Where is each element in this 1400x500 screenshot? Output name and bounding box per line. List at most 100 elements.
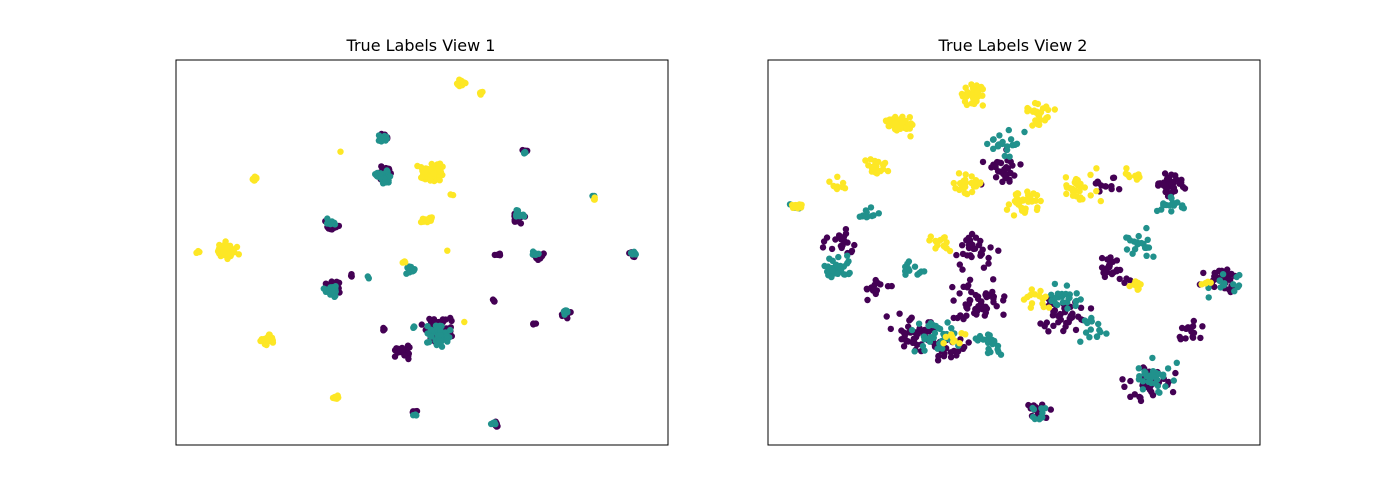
scatter-point-class-1 xyxy=(386,173,394,180)
scatter-point-class-1 xyxy=(986,332,993,339)
scatter-point-class-1 xyxy=(447,326,454,334)
scatter-point-class-0 xyxy=(1149,392,1157,399)
scatter-point-class-0 xyxy=(966,276,974,283)
scatter-point-class-0 xyxy=(496,252,504,259)
scatter-point-class-1 xyxy=(1131,246,1139,253)
scatter-point-class-0 xyxy=(840,233,848,241)
scatter-point-class-1 xyxy=(1021,128,1028,136)
scatter-point-class-1 xyxy=(1173,359,1181,366)
scatter-point-class-1 xyxy=(1048,291,1055,298)
scatter-point-class-2 xyxy=(444,247,451,254)
scatter-point-class-2 xyxy=(885,122,892,130)
scatter-point-class-1 xyxy=(916,269,923,277)
scatter-point-class-2 xyxy=(884,167,892,175)
scatter-point-class-2 xyxy=(838,183,846,191)
scatter-point-class-2 xyxy=(927,233,934,240)
scatter-point-class-0 xyxy=(1110,174,1118,181)
scatter-point-class-1 xyxy=(1135,232,1142,240)
scatter-point-class-2 xyxy=(979,86,986,93)
scatter-point-class-1 xyxy=(410,267,417,274)
scatter-point-class-2 xyxy=(1024,188,1031,195)
scatter-point-class-2 xyxy=(195,247,202,255)
scatter-point-class-1 xyxy=(1073,297,1080,305)
scatter-point-class-2 xyxy=(1035,111,1042,119)
scatter-point-class-2 xyxy=(436,177,443,184)
scatter-point-class-2 xyxy=(1024,108,1031,115)
scatter-point-class-2 xyxy=(1072,177,1079,184)
scatter-point-class-0 xyxy=(963,237,970,244)
scatter-point-class-1 xyxy=(1219,271,1227,278)
scatter-point-class-1 xyxy=(563,307,570,314)
scatter-point-class-2 xyxy=(1077,194,1084,201)
scatter-point-class-0 xyxy=(950,297,957,304)
scatter-point-class-1 xyxy=(383,167,391,174)
scatter-point-class-1 xyxy=(444,338,451,345)
scatter-point-class-2 xyxy=(437,168,445,176)
scatter-point-class-0 xyxy=(1017,161,1024,168)
scatter-point-class-2 xyxy=(430,170,438,177)
scatter-point-class-0 xyxy=(864,296,871,304)
scatter-point-class-0 xyxy=(955,348,962,355)
scatter-point-class-1 xyxy=(1166,202,1173,209)
scatter-point-class-0 xyxy=(1104,256,1111,263)
scatter-point-class-2 xyxy=(906,114,913,121)
scatter-point-class-0 xyxy=(1121,383,1128,390)
scatter-point-class-1 xyxy=(1097,328,1104,336)
scatter-point-class-0 xyxy=(947,354,955,361)
scatter-point-class-0 xyxy=(1227,276,1234,283)
scatter-points xyxy=(193,76,639,430)
scatter-point-class-2 xyxy=(899,113,906,121)
scatter-point-class-2 xyxy=(337,148,344,155)
scatter-point-class-1 xyxy=(331,293,338,300)
scatter-point-class-0 xyxy=(1172,369,1179,377)
scatter-point-class-2 xyxy=(956,340,963,347)
scatter-point-class-1 xyxy=(980,336,987,343)
scatter-point-class-2 xyxy=(796,201,803,208)
scatter-point-class-2 xyxy=(1037,197,1044,205)
scatter-point-class-1 xyxy=(522,149,529,156)
scatter-point-class-1 xyxy=(1031,415,1039,423)
scatter-point-class-2 xyxy=(224,244,231,251)
scatter-point-class-0 xyxy=(979,158,987,166)
scatter-point-class-0 xyxy=(838,244,845,252)
scatter-point-class-1 xyxy=(428,333,435,340)
scatter-point-class-1 xyxy=(984,140,991,148)
scatter-point-class-0 xyxy=(994,168,1002,175)
scatter-point-class-0 xyxy=(940,353,948,360)
scatter-point-class-0 xyxy=(916,325,923,332)
scatter-point-class-2 xyxy=(943,245,950,252)
scatter-point-class-2 xyxy=(879,165,887,173)
scatter-point-class-2 xyxy=(414,162,421,170)
scatter-panel-view-2: True Labels View 2 xyxy=(767,36,1261,446)
scatter-point-class-2 xyxy=(1207,279,1214,286)
scatter-point-class-2 xyxy=(1037,287,1044,295)
scatter-point-class-0 xyxy=(1197,334,1204,342)
scatter-point-class-2 xyxy=(973,96,980,104)
scatter-point-class-0 xyxy=(819,244,827,251)
scatter-point-class-2 xyxy=(968,188,976,196)
scatter-point-class-0 xyxy=(1211,273,1218,280)
scatter-point-class-1 xyxy=(1013,140,1021,147)
scatter-point-class-2 xyxy=(880,160,888,167)
scatter-point-class-2 xyxy=(1041,117,1049,124)
scatter-point-class-0 xyxy=(1189,333,1196,341)
scatter-point-class-0 xyxy=(1000,297,1007,304)
scatter-point-class-0 xyxy=(903,338,910,345)
scatter-point-class-2 xyxy=(826,178,833,185)
scatter-point-class-1 xyxy=(1149,368,1157,375)
scatter-point-class-2 xyxy=(865,162,872,169)
scatter-point-class-0 xyxy=(1087,305,1095,312)
scatter-point-class-0 xyxy=(1108,183,1115,190)
scatter-point-class-0 xyxy=(1127,393,1134,400)
scatter-point-class-2 xyxy=(952,185,959,192)
scatter-point-class-1 xyxy=(824,268,831,275)
scatter-point-class-1 xyxy=(1087,326,1095,333)
scatter-point-class-0 xyxy=(965,282,972,289)
scatter-points xyxy=(786,81,1243,423)
scatter-point-class-2 xyxy=(447,191,454,198)
scatter-point-class-0 xyxy=(1006,178,1013,185)
scatter-point-class-2 xyxy=(459,79,466,86)
scatter-point-class-1 xyxy=(1145,244,1153,251)
scatter-point-class-0 xyxy=(1037,320,1044,327)
scatter-point-class-0 xyxy=(406,344,413,351)
